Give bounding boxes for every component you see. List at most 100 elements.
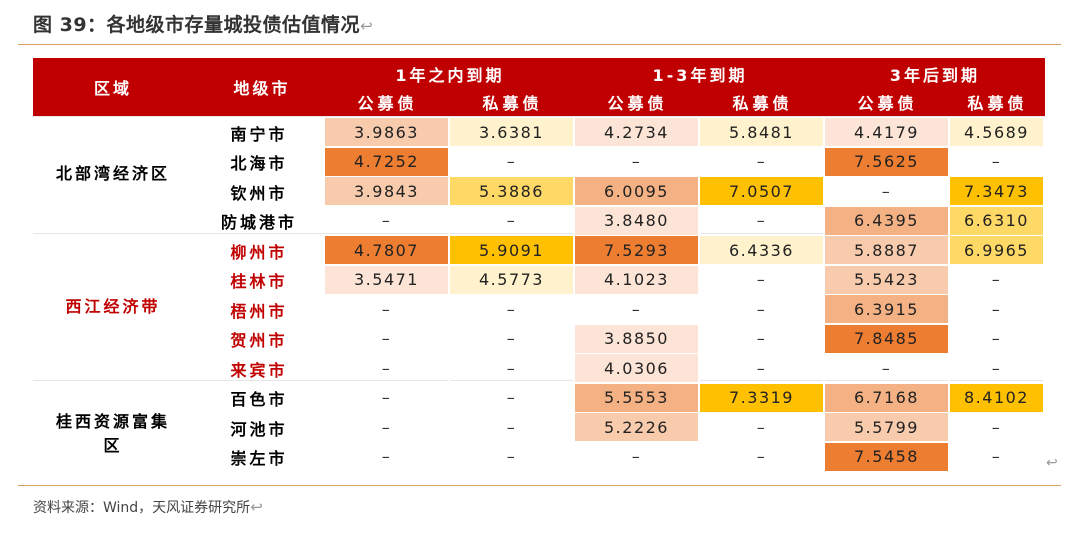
valuation-cell: –: [950, 413, 1045, 442]
region-divider: [33, 380, 1045, 381]
valuation-cell: –: [825, 354, 950, 383]
valuation-cell: 3.8480: [575, 206, 700, 236]
table-body: 北部湾经济区 西江经济带 桂西资源富集区 南宁市 3.9863 3.6381 4.27…: [33, 116, 1045, 486]
top-divider: [18, 44, 1061, 45]
valuation-cell: 7.5625: [825, 147, 950, 177]
valuation-cell: –: [950, 147, 1045, 177]
valuation-cell: 4.5773: [450, 265, 575, 295]
valuation-cell: –: [575, 295, 700, 324]
region-divider: [33, 233, 1045, 234]
city-name: 崇左市: [230, 449, 288, 468]
valuation-cell: 5.8887: [825, 236, 950, 265]
table-row: 北海市 4.7252– – –7.5625–: [193, 147, 1045, 177]
city-name: 钦州市: [230, 183, 288, 203]
header-sub-public: 公募债: [857, 94, 918, 113]
valuation-cell: 3.6381: [450, 118, 575, 147]
valuation-cell: –: [575, 147, 700, 177]
return-mark-icon: ↩: [360, 17, 374, 35]
valuation-cell: 7.8485: [825, 324, 950, 354]
table-row: 钦州市 3.9843 5.3886 6.0095 7.0507–7.3473: [193, 177, 1045, 206]
header-group-within-1y: 1年之内到期: [395, 66, 505, 85]
valuation-cell: 3.9843: [325, 177, 450, 206]
valuation-cell: –: [700, 295, 825, 324]
valuation-cell: 4.1023: [575, 265, 700, 295]
valuation-cell: –: [325, 383, 450, 413]
valuation-cell: 6.7168: [825, 383, 950, 413]
figure-title-text: 图 39：各地级市存量城投债估值情况: [33, 14, 361, 36]
valuation-cell: –: [450, 324, 575, 354]
valuation-cell: –: [950, 265, 1045, 295]
city-name: 防城港市: [220, 213, 297, 232]
valuation-cell: 6.3915: [825, 295, 950, 324]
valuation-cell: –: [700, 324, 825, 354]
valuation-cell: –: [325, 324, 450, 354]
table-row: 桂林市 3.5471 4.5773 4.1023–5.5423–: [193, 265, 1045, 295]
valuation-cell: 5.3886: [450, 177, 575, 206]
valuation-table: 区域 地级市 1年之内到期 1-3年到期 3年后到期 公募债 私募债 公募债 私…: [33, 58, 1045, 486]
city-name: 河池市: [230, 419, 288, 439]
return-mark-icon: ↩: [250, 498, 263, 516]
valuation-cell: –: [450, 413, 575, 442]
valuation-cell: –: [325, 442, 450, 472]
city-name: 百色市: [230, 390, 288, 409]
valuation-cell: 7.5293: [575, 236, 700, 265]
valuation-cell: 8.4102: [950, 383, 1045, 413]
valuation-cell: 4.7807: [325, 236, 450, 265]
header-region: 区域: [93, 79, 132, 98]
valuation-cell: 5.2226: [575, 413, 700, 442]
table-row: 防城港市 – –3.8480–6.4395 6.6310: [193, 206, 1045, 236]
region-beibu-gulf: 北部湾经济区: [55, 164, 170, 183]
valuation-cell: –: [700, 413, 825, 442]
valuation-cell: –: [450, 442, 575, 472]
header-sub-private: 私募债: [732, 94, 793, 113]
valuation-cell: 4.4179: [825, 118, 950, 147]
source-text: 资料来源：Wind，天风证券研究所: [33, 500, 251, 516]
valuation-cell: –: [950, 324, 1045, 354]
valuation-cell: –: [450, 383, 575, 413]
valuation-cell: 4.5689: [950, 118, 1045, 147]
valuation-cell: 7.0507: [700, 177, 825, 206]
valuation-cell: –: [950, 442, 1045, 472]
valuation-cell: 3.5471: [325, 265, 450, 295]
valuation-cell: 7.3473: [950, 177, 1045, 206]
valuation-cell: –: [450, 147, 575, 177]
table-row: 贺州市 – –3.8850–7.8485–: [193, 324, 1045, 354]
city-name: 梧州市: [230, 301, 288, 321]
valuation-cell: –: [950, 295, 1045, 324]
city-name: 北海市: [230, 154, 288, 173]
valuation-cell: 6.6310: [950, 206, 1045, 236]
return-mark-icon: ↩: [1046, 455, 1058, 471]
valuation-cell: 4.7252: [325, 147, 450, 177]
valuation-cell: –: [700, 147, 825, 177]
table-row: 柳州市 4.7807 5.9091 7.5293 6.4336 5.8887 6.9965: [193, 236, 1045, 265]
header-sub-private: 私募债: [967, 94, 1028, 113]
valuation-cell: 5.5553: [575, 383, 700, 413]
valuation-cell: 3.9863: [325, 118, 450, 147]
valuation-cell: 6.9965: [950, 236, 1045, 265]
valuation-cell: 6.4395: [825, 206, 950, 236]
valuation-cell: –: [700, 354, 825, 383]
valuation-cell: 6.0095: [575, 177, 700, 206]
table-row: 南宁市 3.9863 3.6381 4.2734 5.8481 4.4179 4.5689: [193, 118, 1045, 147]
valuation-cell: –: [700, 206, 825, 236]
valuation-cell: 5.9091: [450, 236, 575, 265]
source-note: 资料来源：Wind，天风证券研究所↩: [33, 497, 263, 517]
table-row: 梧州市 – – – –6.3915–: [193, 295, 1045, 324]
region-guixi-resource: 桂西资源富集区: [55, 412, 170, 455]
valuation-cell: 5.5799: [825, 413, 950, 442]
city-name: 贺州市: [230, 331, 288, 350]
table-row: 百色市 – –5.5553 7.3319 6.7168 8.4102: [193, 383, 1045, 413]
valuation-cell: –: [825, 177, 950, 206]
header-sub-public: 公募债: [357, 94, 418, 113]
valuation-cell: –: [450, 295, 575, 324]
valuation-cell: 4.0306: [575, 354, 700, 383]
city-name: 南宁市: [230, 124, 288, 144]
valuation-cell: 4.2734: [575, 118, 700, 147]
valuation-cell: 5.5423: [825, 265, 950, 295]
table-row: 河池市 – –5.2226–5.5799–: [193, 413, 1045, 442]
valuation-cell: –: [950, 354, 1045, 383]
valuation-cell: 3.8850: [575, 324, 700, 354]
valuation-cell: –: [325, 354, 450, 383]
header-group-1-3y: 1-3年到期: [652, 66, 748, 85]
valuation-cell: 6.4336: [700, 236, 825, 265]
